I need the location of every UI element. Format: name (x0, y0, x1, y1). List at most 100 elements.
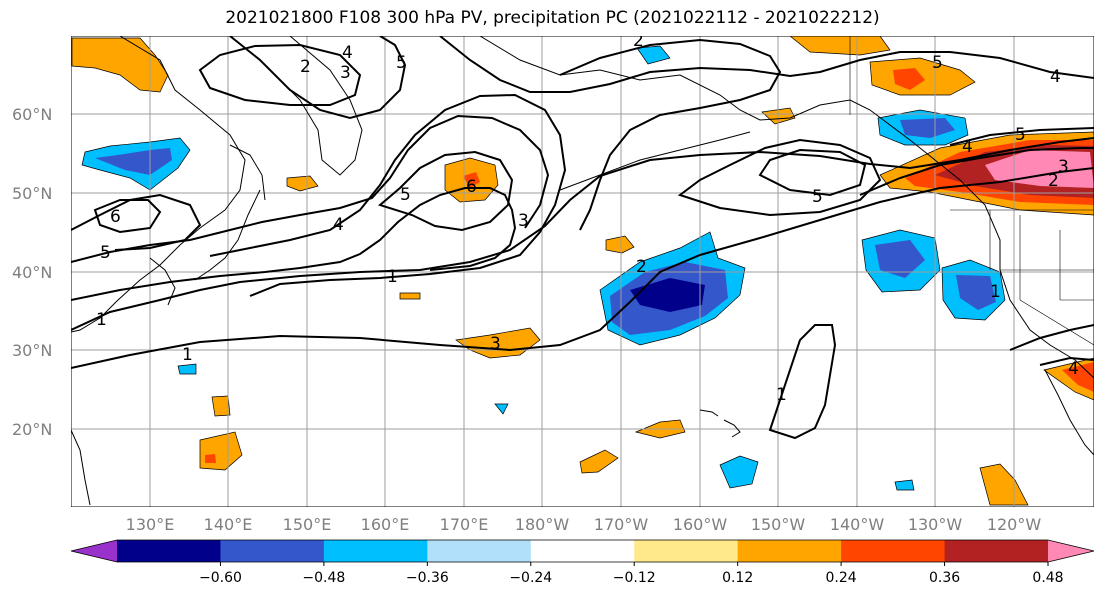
lat-label: 20°N (12, 420, 52, 439)
anomaly-region (494, 403, 509, 415)
coastlines (71, 36, 1094, 506)
pv-contour (1009, 324, 1094, 351)
colorbar-segment (634, 540, 739, 562)
colorbar-tick-label: −0.12 (613, 570, 656, 586)
colorbar-segment (117, 540, 221, 562)
borders (849, 36, 1094, 346)
contour-label: 5 (396, 53, 407, 73)
contour-label: 4 (962, 137, 973, 157)
colorbar-segment (220, 540, 325, 562)
anomaly-region (205, 454, 216, 463)
pv-contour (198, 43, 362, 106)
lon-label: 130°E (126, 515, 175, 534)
colorbar-segment (530, 540, 635, 562)
pv-contour (559, 38, 782, 231)
pv-contour (1039, 356, 1094, 366)
colorbar-segment (427, 540, 532, 562)
pv-contour (859, 147, 1094, 196)
anomaly-region (900, 118, 955, 138)
lon-label: 160°W (673, 515, 728, 534)
map-title: 2021021800 F108 300 hPa PV, precipitatio… (225, 8, 880, 28)
hawaii-islands (699, 409, 741, 438)
colorbar-segment (841, 540, 946, 562)
colorbar-extend-max (1048, 540, 1094, 562)
contour-label: 6 (110, 207, 121, 227)
colorbar-tick-label: −0.48 (302, 570, 345, 586)
pv-contour (439, 36, 1094, 93)
contour-label: 6 (466, 177, 477, 197)
longitude-labels: 130°E 140°E 150°E 160°E 170°E 180°W 170°… (126, 515, 1042, 534)
colorbar: −0.60 −0.48 −0.36 −0.24 −0.12 0.12 0.24 0.36 0.4… (70, 539, 1095, 586)
contour-label: 4 (342, 43, 353, 63)
lat-label: 60°N (12, 105, 52, 124)
colorbar-segment (944, 540, 1049, 562)
asia-coastline (71, 36, 246, 333)
pv-contour (71, 137, 1094, 331)
colorbar-outline (70, 539, 1095, 563)
japan-coastline (194, 189, 261, 281)
pv-contours (71, 36, 1094, 440)
lon-label: 130°W (908, 515, 963, 534)
anomaly-region (211, 395, 231, 417)
colorbar-segment (323, 540, 428, 562)
plot-area: 2 3 4 5 5 4 5 6 4 5 3 2 1 1 1 1 6 3 2 1 … (71, 31, 1094, 507)
contour-label: 1 (182, 345, 193, 365)
anomaly-region (95, 148, 172, 175)
contour-label: 1 (96, 310, 107, 330)
anomaly-region (875, 240, 925, 278)
lon-label: 140°E (204, 515, 253, 534)
lon-label: 170°E (440, 515, 489, 534)
negative-anomaly-regions (81, 45, 1006, 491)
lat-label: 40°N (12, 263, 52, 282)
anomaly-region (399, 292, 421, 300)
colorbar-tick-label: 0.36 (929, 570, 960, 586)
gridlines (71, 36, 1094, 507)
contour-label: 3 (490, 334, 501, 354)
aleutian-islands (559, 131, 751, 191)
contour-label: 3 (340, 63, 351, 83)
anomaly-region (956, 275, 996, 310)
anomaly-region (869, 57, 976, 96)
anomaly-region (605, 235, 635, 254)
colorbar-tick-label: 0.24 (826, 570, 857, 586)
anomaly-region (893, 68, 925, 90)
colorbar-tick-label: −0.60 (199, 570, 242, 586)
latitude-labels: 60°N 50°N 40°N 30°N 20°N (12, 105, 52, 439)
contour-label: 2 (1048, 171, 1059, 191)
contour-label: 3 (518, 211, 529, 231)
contour-label: 5 (932, 53, 943, 73)
colorbar-tick-label: 0.48 (1032, 570, 1063, 586)
pv-contour (949, 127, 1094, 146)
colorbar-tick-label: −0.24 (509, 570, 552, 586)
lon-label: 140°W (830, 515, 885, 534)
alaska-coastline (479, 36, 1094, 379)
anomaly-region (985, 150, 1094, 188)
pv-contour (229, 36, 407, 120)
lon-label: 160°E (361, 515, 410, 534)
contour-label: 4 (1050, 67, 1061, 87)
anomaly-region (1062, 362, 1094, 392)
positive-anomaly-regions (71, 36, 1094, 506)
pv-contour (71, 167, 1094, 369)
anomaly-region (177, 363, 197, 375)
contour-label: 5 (400, 185, 411, 205)
contour-label: 2 (300, 57, 311, 77)
colorbar-tick-label: −0.36 (406, 570, 449, 586)
lon-label: 150°E (283, 515, 332, 534)
contour-label: 4 (333, 215, 344, 235)
lon-label: 180°W (515, 515, 570, 534)
colorbar-segment (737, 540, 842, 562)
colorbar-tick-label: 0.12 (722, 570, 753, 586)
anomaly-region (286, 175, 319, 192)
lon-label: 150°W (751, 515, 806, 534)
contour-label: 1 (776, 385, 787, 405)
contour-label: 3 (1058, 157, 1069, 177)
anomaly-region (979, 463, 1029, 506)
sea-of-okhotsk-coast (229, 144, 266, 201)
contour-label: 2 (633, 31, 644, 51)
colorbar-extend-min (71, 540, 117, 562)
pv-contour (209, 93, 567, 297)
pv-contour (677, 138, 882, 217)
contour-label: 5 (1015, 125, 1026, 145)
